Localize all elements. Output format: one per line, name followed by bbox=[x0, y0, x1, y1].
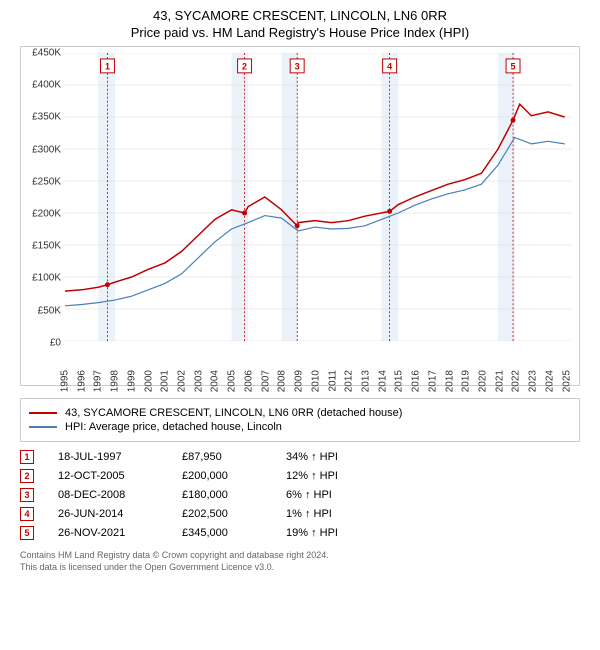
y-tick-label: £200K bbox=[21, 209, 61, 220]
x-tick-label: 2019 bbox=[461, 370, 472, 392]
y-tick-label: £250K bbox=[21, 176, 61, 187]
x-tick-label: 1999 bbox=[126, 370, 137, 392]
svg-text:4: 4 bbox=[387, 61, 392, 71]
y-tick-label: £150K bbox=[21, 241, 61, 252]
marker-delta: 1% ↑ HPI bbox=[286, 508, 376, 520]
y-tick-label: £50K bbox=[21, 305, 61, 316]
svg-text:5: 5 bbox=[511, 61, 516, 71]
legend-label: 43, SYCAMORE CRESCENT, LINCOLN, LN6 0RR … bbox=[65, 407, 402, 419]
chart-container: 43, SYCAMORE CRESCENT, LINCOLN, LN6 0RR … bbox=[0, 0, 600, 650]
svg-text:3: 3 bbox=[295, 61, 300, 71]
svg-text:1: 1 bbox=[105, 61, 110, 71]
y-tick-label: £0 bbox=[21, 337, 61, 348]
marker-row: 3 08-DEC-2008 £180,000 6% ↑ HPI bbox=[20, 488, 580, 502]
marker-row: 5 26-NOV-2021 £345,000 19% ↑ HPI bbox=[20, 526, 580, 540]
marker-price: £87,950 bbox=[182, 451, 262, 463]
x-tick-label: 2008 bbox=[277, 370, 288, 392]
x-tick-label: 2017 bbox=[427, 370, 438, 392]
chart-box: £0 £50K £100K £150K £200K £250K £300K £350K £400… bbox=[20, 46, 580, 386]
y-tick-label: £100K bbox=[21, 273, 61, 284]
x-tick-label: 2009 bbox=[294, 370, 305, 392]
marker-date: 26-JUN-2014 bbox=[58, 508, 158, 520]
legend-item: 43, SYCAMORE CRESCENT, LINCOLN, LN6 0RR … bbox=[29, 407, 571, 419]
x-tick-label: 2022 bbox=[511, 370, 522, 392]
marker-price: £200,000 bbox=[182, 470, 262, 482]
marker-number: 2 bbox=[20, 469, 34, 483]
y-tick-label: £450K bbox=[21, 47, 61, 58]
x-tick-label: 2006 bbox=[243, 370, 254, 392]
y-tick-label: £300K bbox=[21, 144, 61, 155]
marker-number: 3 bbox=[20, 488, 34, 502]
x-tick-label: 2023 bbox=[528, 370, 539, 392]
x-tick-label: 2018 bbox=[444, 370, 455, 392]
marker-number: 5 bbox=[20, 526, 34, 540]
marker-delta: 34% ↑ HPI bbox=[286, 451, 376, 463]
x-tick-label: 2016 bbox=[411, 370, 422, 392]
x-tick-label: 2011 bbox=[327, 370, 338, 392]
x-tick-label: 2014 bbox=[377, 370, 388, 392]
marker-table: 1 18-JUL-1997 £87,950 34% ↑ HPI 2 12-OCT-2005… bbox=[20, 450, 580, 540]
marker-number: 1 bbox=[20, 450, 34, 464]
x-tick-label: 2010 bbox=[310, 370, 321, 392]
marker-price: £180,000 bbox=[182, 489, 262, 501]
legend-swatch bbox=[29, 426, 57, 428]
footer-line: Contains HM Land Registry data © Crown c… bbox=[20, 550, 580, 562]
svg-text:2: 2 bbox=[242, 61, 247, 71]
marker-date: 08-DEC-2008 bbox=[58, 489, 158, 501]
legend: 43, SYCAMORE CRESCENT, LINCOLN, LN6 0RR … bbox=[20, 398, 580, 442]
x-tick-label: 1997 bbox=[93, 370, 104, 392]
footer: Contains HM Land Registry data © Crown c… bbox=[20, 550, 580, 573]
x-tick-label: 2024 bbox=[544, 370, 555, 392]
y-tick-label: £400K bbox=[21, 80, 61, 91]
x-tick-label: 2021 bbox=[494, 370, 505, 392]
x-tick-label: 2000 bbox=[143, 370, 154, 392]
marker-price: £345,000 bbox=[182, 527, 262, 539]
footer-line: This data is licensed under the Open Gov… bbox=[20, 562, 580, 574]
chart-subtitle: Price paid vs. HM Land Registry's House … bbox=[10, 25, 590, 40]
legend-swatch bbox=[29, 412, 57, 414]
y-tick-label: £350K bbox=[21, 112, 61, 123]
marker-date: 12-OCT-2005 bbox=[58, 470, 158, 482]
x-tick-label: 2015 bbox=[394, 370, 405, 392]
x-tick-label: 2002 bbox=[177, 370, 188, 392]
x-tick-label: 1996 bbox=[76, 370, 87, 392]
x-tick-label: 2007 bbox=[260, 370, 271, 392]
legend-label: HPI: Average price, detached house, Linc… bbox=[65, 421, 282, 433]
x-tick-label: 1998 bbox=[110, 370, 121, 392]
x-tick-label: 2005 bbox=[227, 370, 238, 392]
marker-number: 4 bbox=[20, 507, 34, 521]
x-tick-label: 2001 bbox=[160, 370, 171, 392]
x-tick-label: 2012 bbox=[344, 370, 355, 392]
x-tick-label: 2003 bbox=[193, 370, 204, 392]
marker-delta: 12% ↑ HPI bbox=[286, 470, 376, 482]
marker-row: 2 12-OCT-2005 £200,000 12% ↑ HPI bbox=[20, 469, 580, 483]
x-tick-label: 1995 bbox=[60, 370, 71, 392]
marker-date: 26-NOV-2021 bbox=[58, 527, 158, 539]
x-tick-label: 2013 bbox=[360, 370, 371, 392]
x-tick-label: 2004 bbox=[210, 370, 221, 392]
marker-date: 18-JUL-1997 bbox=[58, 451, 158, 463]
marker-row: 4 26-JUN-2014 £202,500 1% ↑ HPI bbox=[20, 507, 580, 521]
plot-area: 1 2 3 4 5 bbox=[65, 53, 573, 341]
marker-row: 1 18-JUL-1997 £87,950 34% ↑ HPI bbox=[20, 450, 580, 464]
x-tick-label: 2025 bbox=[561, 370, 572, 392]
chart-title: 43, SYCAMORE CRESCENT, LINCOLN, LN6 0RR bbox=[10, 8, 590, 25]
marker-delta: 6% ↑ HPI bbox=[286, 489, 376, 501]
marker-delta: 19% ↑ HPI bbox=[286, 527, 376, 539]
marker-price: £202,500 bbox=[182, 508, 262, 520]
legend-item: HPI: Average price, detached house, Linc… bbox=[29, 421, 571, 433]
x-tick-label: 2020 bbox=[478, 370, 489, 392]
